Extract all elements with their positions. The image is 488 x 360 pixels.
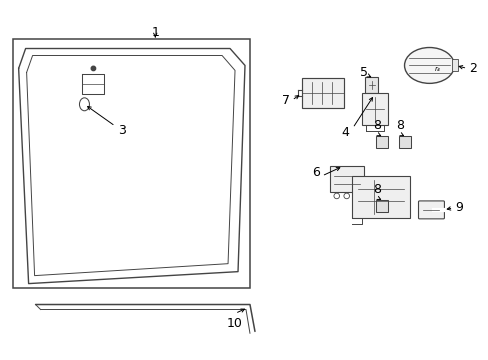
Text: 2: 2 xyxy=(468,62,476,75)
Bar xyxy=(329,166,363,192)
FancyBboxPatch shape xyxy=(418,201,444,219)
Ellipse shape xyxy=(404,48,453,84)
Bar xyxy=(13,39,249,288)
Bar xyxy=(451,59,457,71)
Bar xyxy=(351,176,408,218)
Text: 1: 1 xyxy=(151,26,159,39)
Bar xyxy=(375,200,387,212)
Text: 8: 8 xyxy=(373,183,381,196)
Text: 3: 3 xyxy=(118,124,126,137)
Text: 8: 8 xyxy=(396,119,404,132)
Text: 7: 7 xyxy=(281,94,289,107)
Bar xyxy=(398,136,410,148)
Bar xyxy=(301,78,343,108)
Bar xyxy=(361,93,387,125)
Bar xyxy=(365,77,377,93)
Circle shape xyxy=(91,66,96,71)
Text: 8: 8 xyxy=(373,119,381,132)
Text: 6: 6 xyxy=(311,166,319,179)
Text: 5: 5 xyxy=(359,66,367,79)
Text: 10: 10 xyxy=(226,318,243,330)
Text: r₄: r₄ xyxy=(434,67,439,72)
Text: 9: 9 xyxy=(454,201,462,215)
Text: 4: 4 xyxy=(341,126,349,139)
Bar xyxy=(375,136,387,148)
